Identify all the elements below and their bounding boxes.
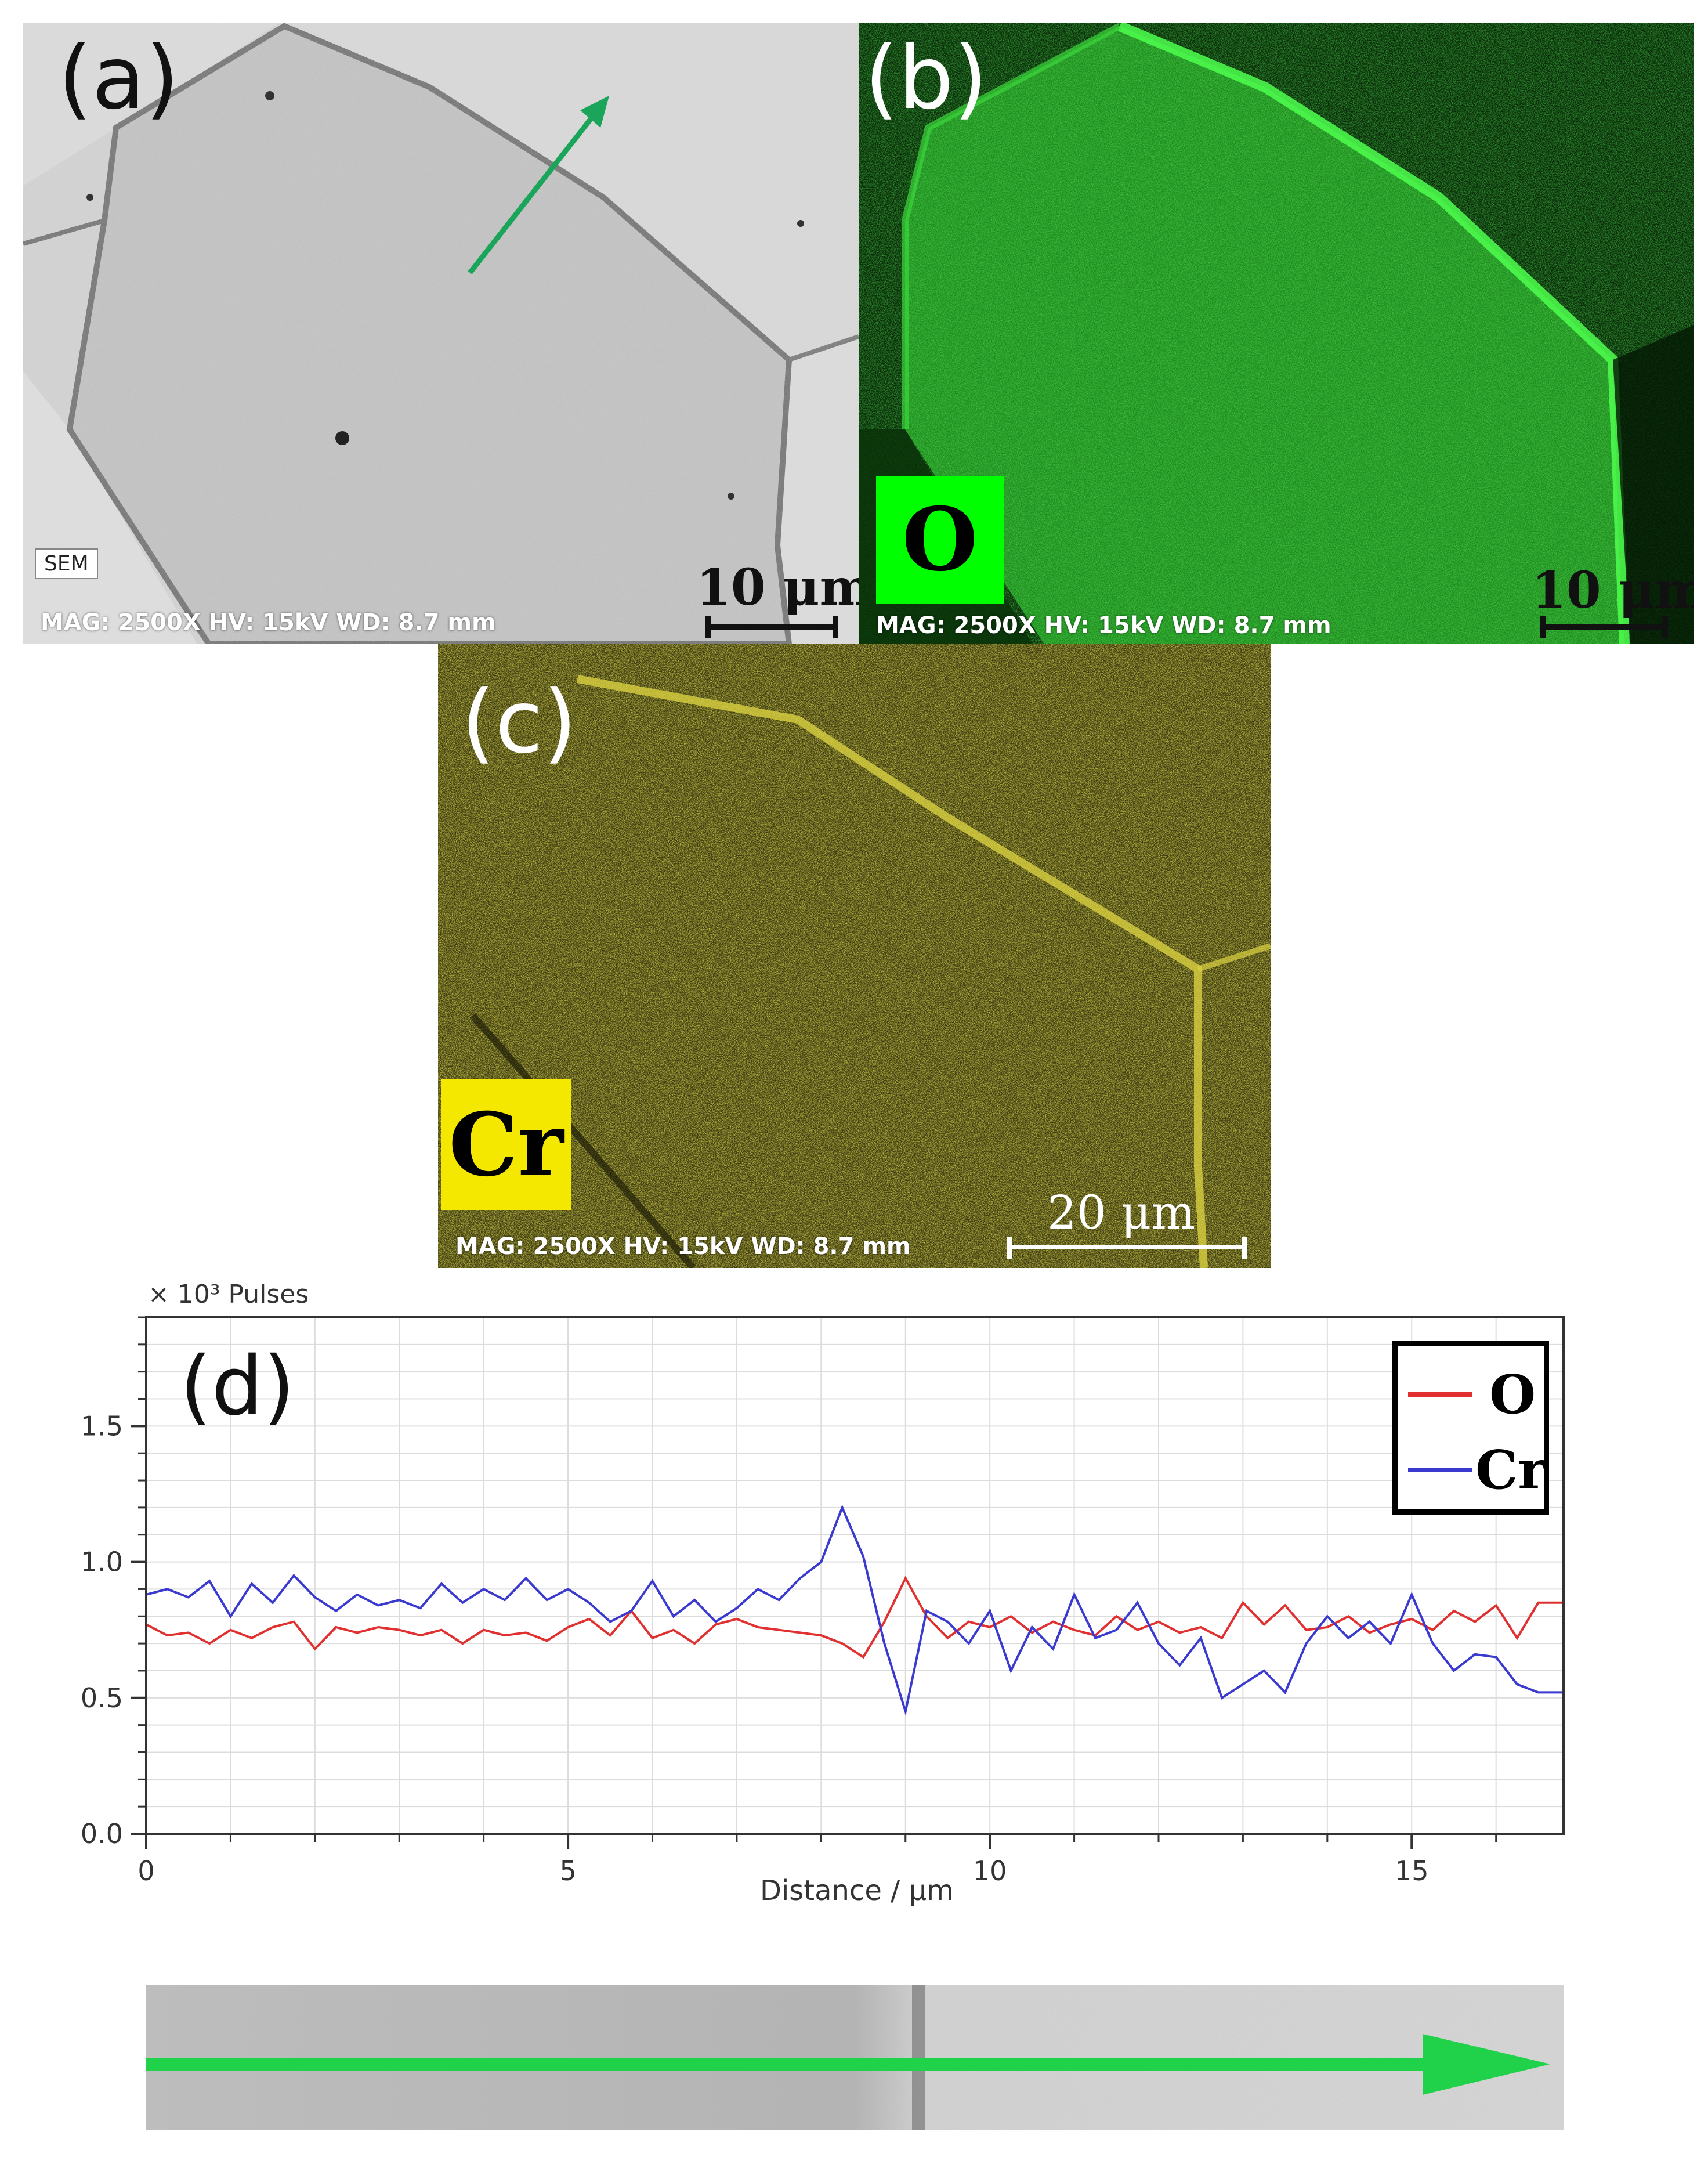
chart-grid bbox=[146, 1317, 1564, 1834]
legend-swatch-o bbox=[1408, 1392, 1472, 1397]
sem-micrograph bbox=[23, 23, 859, 644]
legend-swatch-cr bbox=[1408, 1468, 1472, 1472]
scale-bar bbox=[1007, 1237, 1247, 1259]
y-tick-label: 0.0 bbox=[81, 1818, 123, 1849]
arrow-head-icon bbox=[580, 96, 609, 128]
panel-d-line-scan-chart: 0 5 10 15 0.0 0.5 1.0 1.5 (d) × 10³ Pulses Dist… bbox=[0, 1271, 1708, 1921]
y-tick-label: 1.5 bbox=[81, 1410, 123, 1441]
acquisition-info: MAG: 2500X HV: 15kV WD: 8.7 mm bbox=[41, 609, 496, 636]
legend-item-o: O bbox=[1408, 1363, 1536, 1426]
x-axis-label: Distance / μm bbox=[760, 1874, 954, 1907]
acquisition-info: MAG: 2500X HV: 15kV WD: 8.7 mm bbox=[455, 1233, 911, 1260]
series-line-o bbox=[146, 1576, 1564, 1659]
scale-bar-label: 10 μm bbox=[1532, 561, 1694, 620]
line-scan-chart: 0 5 10 15 0.0 0.5 1.0 1.5 bbox=[81, 1316, 1565, 1887]
legend-label-o: O bbox=[1489, 1363, 1536, 1426]
grain-boundary bbox=[912, 1985, 925, 2130]
line-scan-strip bbox=[146, 1985, 1564, 2130]
scale-bar-label: 10 μm bbox=[696, 558, 859, 617]
acquisition-info: MAG: 2500X HV: 15kV WD: 8.7 mm bbox=[876, 612, 1331, 639]
panel-b-oxygen-map: (b) O MAG: 2500X HV: 15kV WD: 8.7 mm 10 … bbox=[859, 23, 1694, 644]
chart-series bbox=[146, 1504, 1564, 1717]
chart-legend: O Cr bbox=[1392, 1341, 1549, 1515]
sem-tag: SEM bbox=[35, 548, 98, 579]
panel-label: (c) bbox=[461, 672, 577, 773]
scale-bar-label: 20 μm bbox=[1047, 1186, 1196, 1240]
panel-c-chromium-map: (c) Cr MAG: 2500X HV: 15kV WD: 8.7 mm 20… bbox=[438, 644, 1271, 1268]
legend-item-cr: Cr bbox=[1408, 1439, 1546, 1501]
series-line-cr bbox=[146, 1504, 1564, 1717]
panel-label: (a) bbox=[58, 28, 179, 129]
element-badge-cr: Cr bbox=[441, 1079, 571, 1210]
y-tick-label: 0.5 bbox=[81, 1682, 123, 1714]
panel-a-sem-image: (a) SEM MAG: 2500X HV: 15kV WD: 8.7 mm 1… bbox=[23, 23, 859, 644]
scale-bar bbox=[705, 616, 838, 638]
scale-bar bbox=[1540, 616, 1668, 638]
scan-arrow-head-icon bbox=[1423, 2034, 1550, 2095]
line-scan-strip-image bbox=[146, 1985, 1564, 2130]
chromium-edx-map bbox=[438, 644, 1271, 1268]
x-tick-label: 0 bbox=[137, 1855, 154, 1887]
x-tick-label: 5 bbox=[559, 1855, 576, 1887]
x-tick-label: 10 bbox=[973, 1855, 1007, 1887]
x-tick-label: 15 bbox=[1395, 1855, 1429, 1887]
y-tick-label: 1.0 bbox=[81, 1547, 123, 1578]
line-scan-arrow bbox=[468, 109, 600, 274]
y-unit-label: × 10³ Pulses bbox=[148, 1280, 309, 1309]
element-badge-o: O bbox=[876, 476, 1004, 604]
panel-label: (b) bbox=[864, 28, 988, 129]
chart-panel-label: (d) bbox=[180, 1339, 295, 1434]
plot-frame bbox=[145, 1316, 1565, 1835]
legend-label-cr: Cr bbox=[1475, 1439, 1546, 1501]
chart-ticks: 0 5 10 15 0.0 0.5 1.0 1.5 bbox=[81, 1316, 1497, 1887]
